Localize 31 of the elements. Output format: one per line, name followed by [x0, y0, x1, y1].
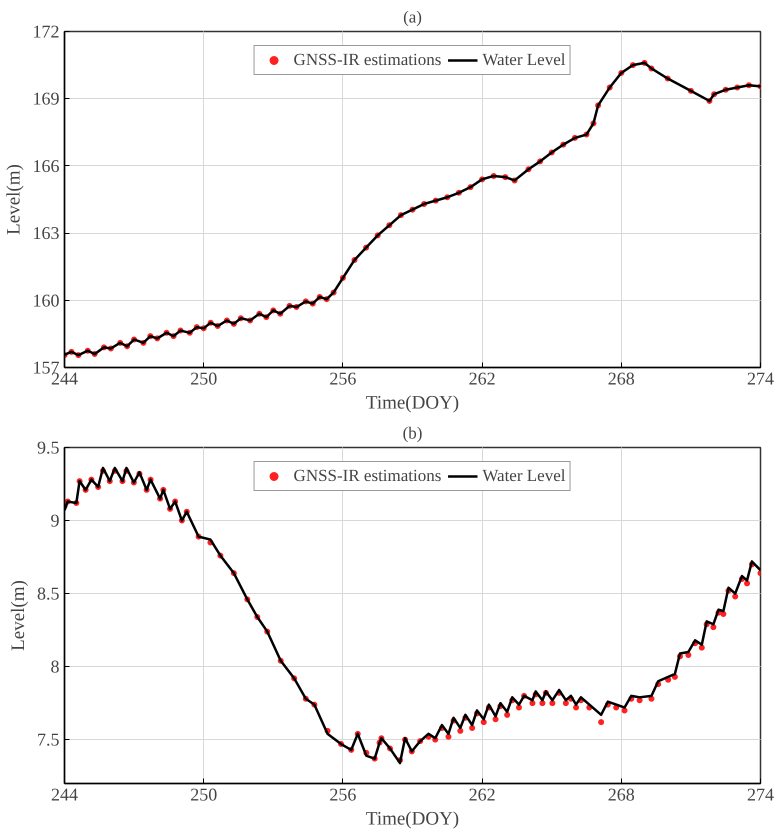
y-tick-label: 9.5	[37, 438, 60, 458]
chart-title: (b)	[402, 424, 422, 442]
x-axis-title: Time(DOY)	[366, 808, 460, 830]
y-tick-label: 172	[32, 22, 60, 42]
y-axis-title: Level(m)	[8, 580, 29, 651]
y-axis-title: Level(m)	[4, 164, 24, 235]
x-tick-label: 244	[51, 784, 78, 804]
x-tick-label: 268	[608, 784, 635, 804]
y-tick-label: 8.5	[37, 584, 60, 604]
legend-label: GNSS-IR estimations	[294, 466, 442, 486]
y-tick-label: 166	[32, 156, 60, 176]
y-tick-label: 169	[32, 88, 60, 109]
y-tick-label: 7.5	[37, 730, 60, 750]
x-tick-label: 250	[190, 784, 218, 804]
legend-label: GNSS-IR estimations	[294, 50, 442, 70]
x-tick-label: 256	[329, 368, 356, 388]
x-tick-label: 256	[329, 784, 356, 804]
legend-label: Water Level	[482, 50, 566, 70]
y-tick-label: 163	[32, 223, 60, 244]
x-tick-label: 262	[468, 784, 496, 804]
x-tick-label: 268	[608, 368, 635, 388]
x-tick-label: 274	[747, 784, 774, 804]
y-tick-label: 8	[50, 656, 60, 677]
y-tick-label: 160	[32, 290, 60, 310]
legend-label: Water Level	[482, 466, 566, 486]
x-tick-label: 250	[190, 368, 218, 388]
chart-title: (a)	[403, 8, 422, 26]
x-tick-label: 274	[747, 368, 774, 388]
x-tick-label: 262	[468, 368, 496, 388]
x-axis-title: Time(DOY)	[366, 392, 460, 414]
y-tick-label: 9	[50, 510, 60, 531]
